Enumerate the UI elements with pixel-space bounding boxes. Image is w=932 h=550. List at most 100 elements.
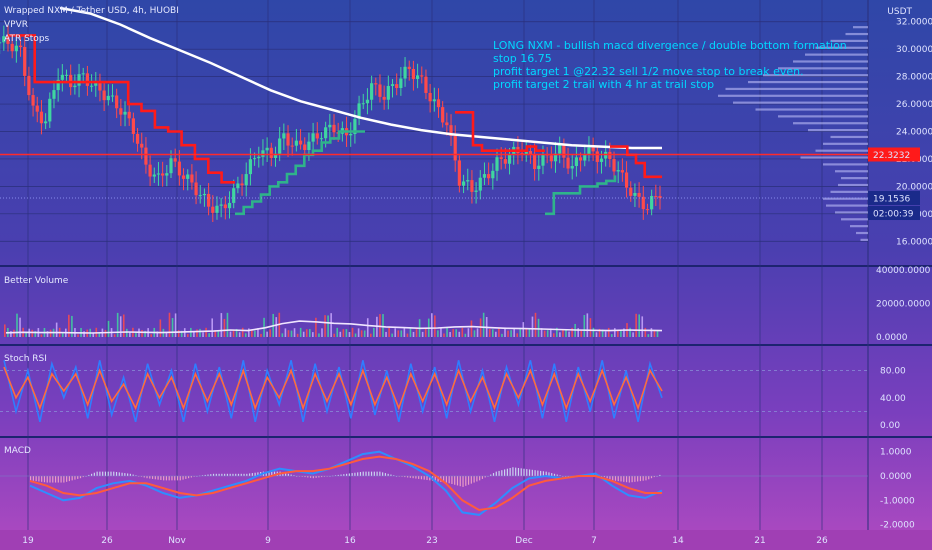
macd-histogram-bar <box>476 476 478 482</box>
atr-stop-down <box>610 145 662 179</box>
candle-body <box>31 95 35 106</box>
candle-body <box>307 141 311 151</box>
candle-body <box>165 173 169 176</box>
volume-bar <box>174 313 177 337</box>
volume-bar <box>266 331 268 337</box>
vpvr-bar <box>793 60 868 63</box>
stoch-tick-label: 40.00 <box>880 394 906 404</box>
volume-bar <box>632 332 634 337</box>
vpvr-bar <box>808 129 868 132</box>
vpvr-bar <box>841 177 868 180</box>
volume-bar <box>61 332 64 337</box>
macd-histogram-bar <box>443 476 445 483</box>
countdown-badge-bg <box>868 206 920 221</box>
macd-histogram-bar <box>290 474 292 476</box>
macd-histogram-bar <box>248 473 251 476</box>
volume-bar <box>644 327 647 337</box>
macd-histogram-bar <box>473 476 475 483</box>
macd-histogram-bar <box>224 473 226 476</box>
candle-body <box>248 159 253 175</box>
resistance-badge: 22.3232 <box>873 151 910 161</box>
macd-histogram-bar <box>174 476 176 481</box>
candle-body <box>311 133 315 142</box>
countdown-badge: 02:00:39 <box>873 210 914 220</box>
x-tick-label: 9 <box>265 536 271 546</box>
annotation-line-0: LONG NXM - bullish macd divergence / dou… <box>493 39 847 52</box>
macd-histogram-bar <box>634 476 636 482</box>
volume-bar <box>348 332 351 337</box>
macd-histogram-bar <box>77 476 79 479</box>
x-tick-label: Dec <box>515 536 532 546</box>
volume-bar <box>354 333 357 337</box>
macd-histogram-bar <box>423 476 425 480</box>
candle-body <box>365 99 370 104</box>
volume-bar <box>40 334 43 337</box>
volume-bar <box>540 328 543 337</box>
volume-bar <box>586 313 589 337</box>
volume-bar <box>446 327 448 337</box>
candle-body <box>595 151 599 162</box>
candle-body <box>608 151 612 160</box>
x-tick-label: 19 <box>22 536 34 546</box>
volume-bar <box>177 330 180 337</box>
volume-bar <box>339 331 342 337</box>
volume-bar <box>629 327 631 337</box>
vpvr-bar <box>850 225 868 228</box>
macd-histogram-bar <box>354 472 356 476</box>
volume-bar <box>424 327 427 337</box>
macd-histogram-bar <box>426 476 428 481</box>
macd-histogram-bar <box>32 476 34 481</box>
atr-stop-up <box>235 130 365 216</box>
candle-body <box>110 95 115 97</box>
macd-histogram-bar <box>30 476 32 481</box>
macd-histogram-bar <box>54 476 57 483</box>
volume-bar <box>455 329 457 337</box>
candle-body <box>319 138 324 140</box>
candle-body <box>420 75 424 77</box>
vpvr-bar <box>823 142 868 145</box>
vpvr-bar <box>835 211 868 214</box>
stoch-pane-title: Stoch RSI <box>4 354 47 364</box>
candle-body <box>645 209 650 211</box>
candle-body <box>303 144 307 151</box>
macd-histogram-bar <box>121 472 123 476</box>
macd-histogram-bar <box>365 471 367 476</box>
macd-histogram-bar <box>537 470 539 476</box>
candle-body <box>324 127 328 139</box>
volume-bar <box>171 318 174 337</box>
candle-body <box>39 111 44 124</box>
candle-body <box>378 84 382 97</box>
macd-histogram-bar <box>232 473 234 476</box>
macd-histogram-bar <box>127 473 129 476</box>
macd-histogram-bar <box>370 471 373 476</box>
candle-body <box>587 147 591 155</box>
macd-histogram-bar <box>226 473 229 476</box>
macd-histogram-bar <box>71 476 73 481</box>
macd-histogram-bar <box>151 476 154 479</box>
vpvr-bar <box>853 26 868 29</box>
volume-bar <box>641 316 644 337</box>
volume-bar <box>458 331 461 337</box>
indicator-vpvr: VPVR <box>4 20 28 30</box>
volume-bar <box>604 331 607 337</box>
candle-body <box>194 182 198 196</box>
candle-body <box>177 161 181 176</box>
candle-body <box>106 95 110 101</box>
macd-histogram-bar <box>387 473 389 476</box>
macd-histogram-bar <box>551 473 553 476</box>
candle-body <box>620 170 624 173</box>
vpvr-bar <box>748 80 868 84</box>
candle-body <box>298 140 303 145</box>
candle-body <box>144 147 148 165</box>
macd-histogram-bar <box>204 474 206 476</box>
candle-body <box>566 157 570 169</box>
candle-body <box>495 157 499 171</box>
candle-body <box>470 180 474 192</box>
volume-bar <box>251 330 253 337</box>
macd-histogram-bar <box>606 476 608 479</box>
macd-histogram-bar <box>301 476 303 477</box>
candle-body <box>35 105 39 112</box>
volume-bar <box>46 331 49 337</box>
candle-body <box>487 174 491 179</box>
